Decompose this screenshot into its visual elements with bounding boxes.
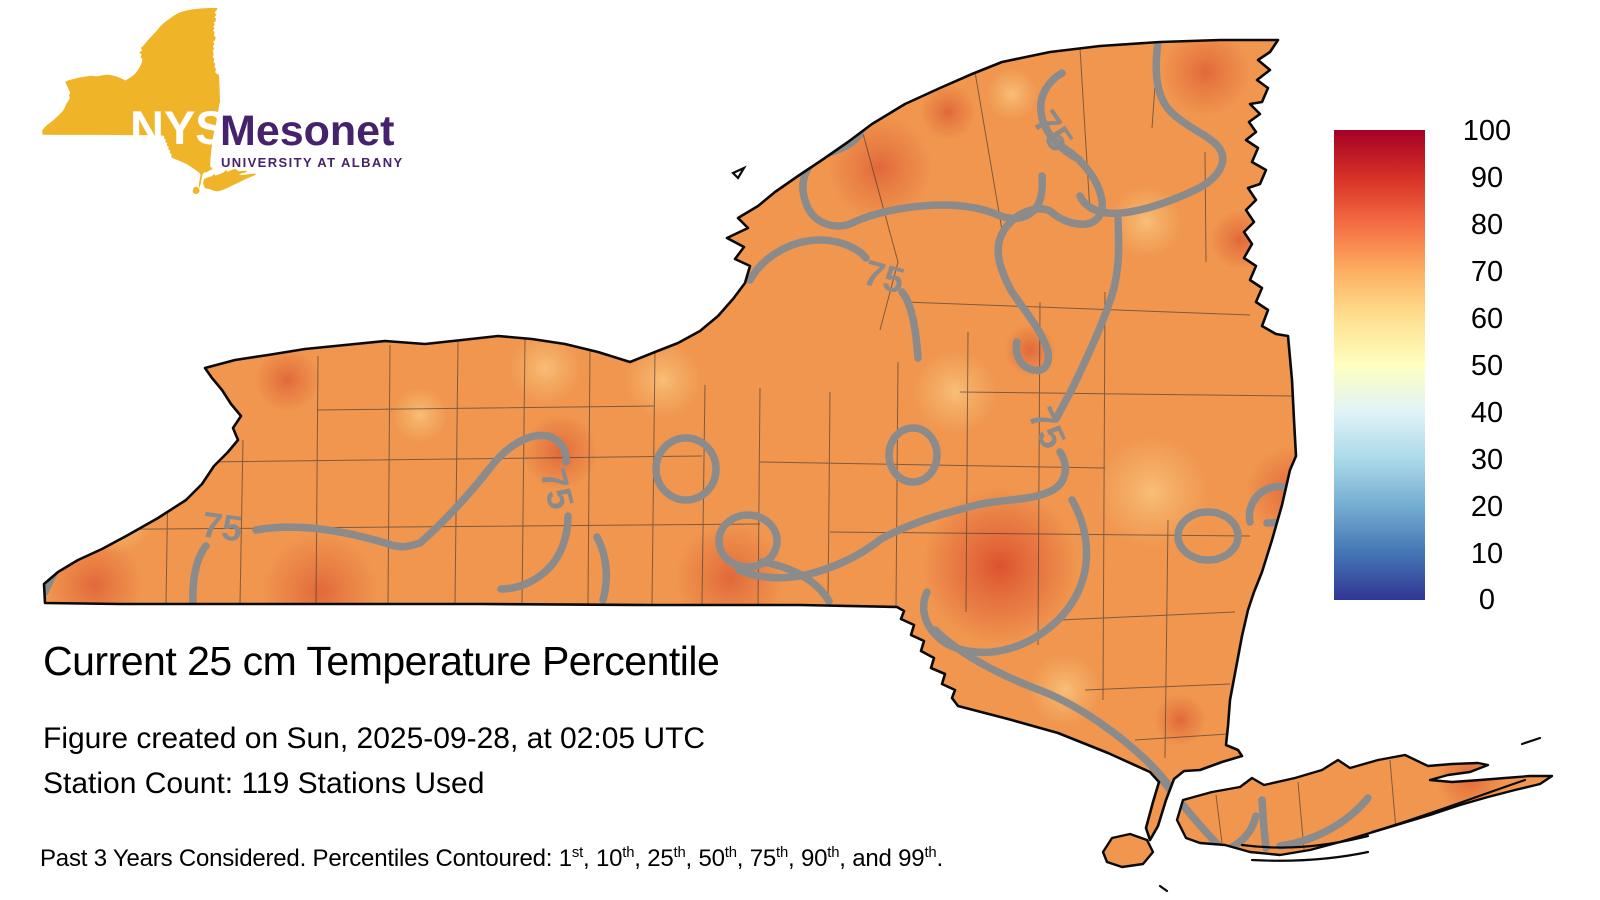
footnote-text: , 90 <box>788 845 828 872</box>
logo-tagline: UNIVERSITY AT ALBANY <box>221 155 404 170</box>
ordinal-suffix: th <box>924 845 937 861</box>
footnote-text: . <box>936 845 943 872</box>
ordinal-suffix: th <box>776 845 789 861</box>
figure-title: Current 25 cm Temperature Percentile <box>43 638 720 684</box>
colorbar-tick-label: 30 <box>1470 444 1504 476</box>
colorbar-tick-label: 100 <box>1462 115 1512 147</box>
colorbar-tick-label: 70 <box>1470 256 1504 288</box>
barrier-islands <box>731 165 1542 893</box>
ordinal-suffix: st <box>571 845 584 861</box>
footnote-text: , 75 <box>736 845 777 872</box>
logo-name: Mesonet <box>220 107 394 155</box>
percentile-footnote: Past 3 Years Considered. Percentiles Con… <box>40 845 943 873</box>
colorbar-tick-label: 50 <box>1470 350 1504 382</box>
footnote-text: , and 99 <box>839 845 925 872</box>
contour-label-75: 75 <box>199 503 244 549</box>
nys-mesonet-logo: NYS Mesonet UNIVERSITY AT ALBANY <box>42 8 404 195</box>
ordinal-suffix: th <box>827 845 840 861</box>
colorbar-tick-label: 10 <box>1470 538 1504 570</box>
ordinal-suffix: th <box>724 845 737 861</box>
footnote-text: , 10 <box>583 845 623 872</box>
ordinal-suffix: th <box>673 845 686 861</box>
percentile-contours <box>44 40 1372 856</box>
figure-created-timestamp: Figure created on Sun, 2025-09-28, at 02… <box>43 722 706 755</box>
colorbar-gradient <box>1334 130 1425 600</box>
colorbar-tick-label: 20 <box>1470 491 1504 523</box>
logo-acronym: NYS <box>130 101 227 154</box>
footnote-text: , 25 <box>634 845 674 872</box>
colorbar-tick-label: 80 <box>1470 209 1504 241</box>
colorbar-tick-label: 90 <box>1470 162 1504 194</box>
colorbar-tick-label: 40 <box>1470 397 1504 429</box>
footnote-text: , 50 <box>685 845 725 872</box>
ordinal-suffix: th <box>622 845 635 861</box>
colorbar-tick-label: 0 <box>1478 584 1496 616</box>
colorbar-tick-label: 60 <box>1470 303 1504 335</box>
footnote-text: Past 3 Years Considered. Percentiles Con… <box>40 845 572 872</box>
station-count: Station Count: 119 Stations Used <box>43 767 485 800</box>
